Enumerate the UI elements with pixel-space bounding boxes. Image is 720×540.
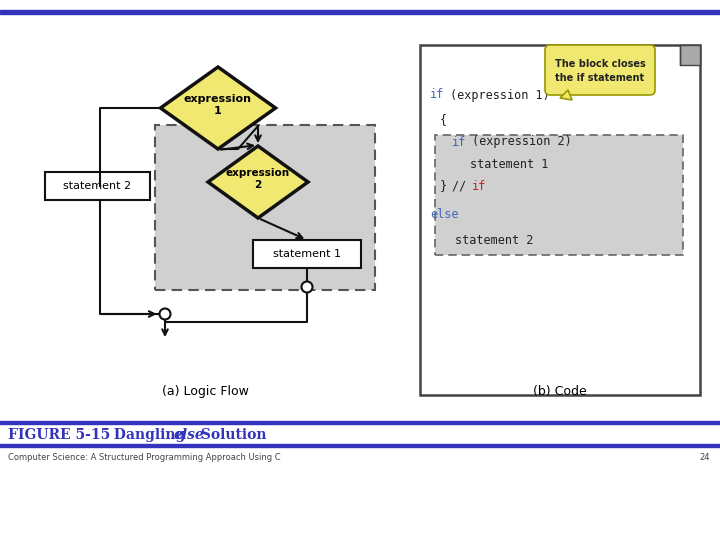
Text: statement 2: statement 2 (455, 233, 534, 246)
Bar (45, 172, 150, 200)
Text: if: if (472, 179, 486, 192)
Polygon shape (208, 146, 308, 218)
Text: //: // (452, 179, 473, 192)
Text: statement 1: statement 1 (273, 249, 341, 259)
Text: (b) Code: (b) Code (533, 386, 587, 399)
Text: statement 1: statement 1 (470, 158, 549, 171)
Circle shape (160, 308, 171, 320)
Bar (155, 125, 375, 290)
Circle shape (302, 281, 312, 293)
Text: (a) Logic Flow: (a) Logic Flow (161, 386, 248, 399)
Polygon shape (680, 45, 700, 65)
Text: if: if (452, 136, 467, 148)
Text: Solution: Solution (196, 428, 266, 442)
FancyBboxPatch shape (545, 45, 655, 95)
Text: else: else (174, 428, 204, 442)
Text: {: { (440, 113, 447, 126)
Text: FIGURE 5-15: FIGURE 5-15 (8, 428, 110, 442)
Text: 24: 24 (700, 454, 710, 462)
Text: Dangling: Dangling (104, 428, 190, 442)
Bar (0, 443, 720, 447)
Text: The block closes: The block closes (554, 59, 645, 69)
Text: Computer Science: A Structured Programming Approach Using C: Computer Science: A Structured Programmi… (8, 454, 281, 462)
Bar (253, 240, 361, 268)
Text: if: if (430, 89, 444, 102)
Polygon shape (161, 67, 276, 149)
Text: }: } (440, 179, 447, 192)
Text: (expression 1): (expression 1) (450, 89, 550, 102)
Text: statement 2: statement 2 (63, 181, 132, 191)
Text: expression
1: expression 1 (184, 94, 252, 116)
Polygon shape (560, 90, 572, 100)
Bar (0, 421, 720, 424)
Bar (0, 10, 720, 14)
Bar (435, 135, 683, 255)
Text: the if statement: the if statement (555, 73, 644, 83)
Bar (420, 45, 700, 395)
Text: expression
2: expression 2 (226, 168, 290, 190)
Text: else: else (430, 208, 459, 221)
Text: (expression 2): (expression 2) (472, 136, 572, 148)
